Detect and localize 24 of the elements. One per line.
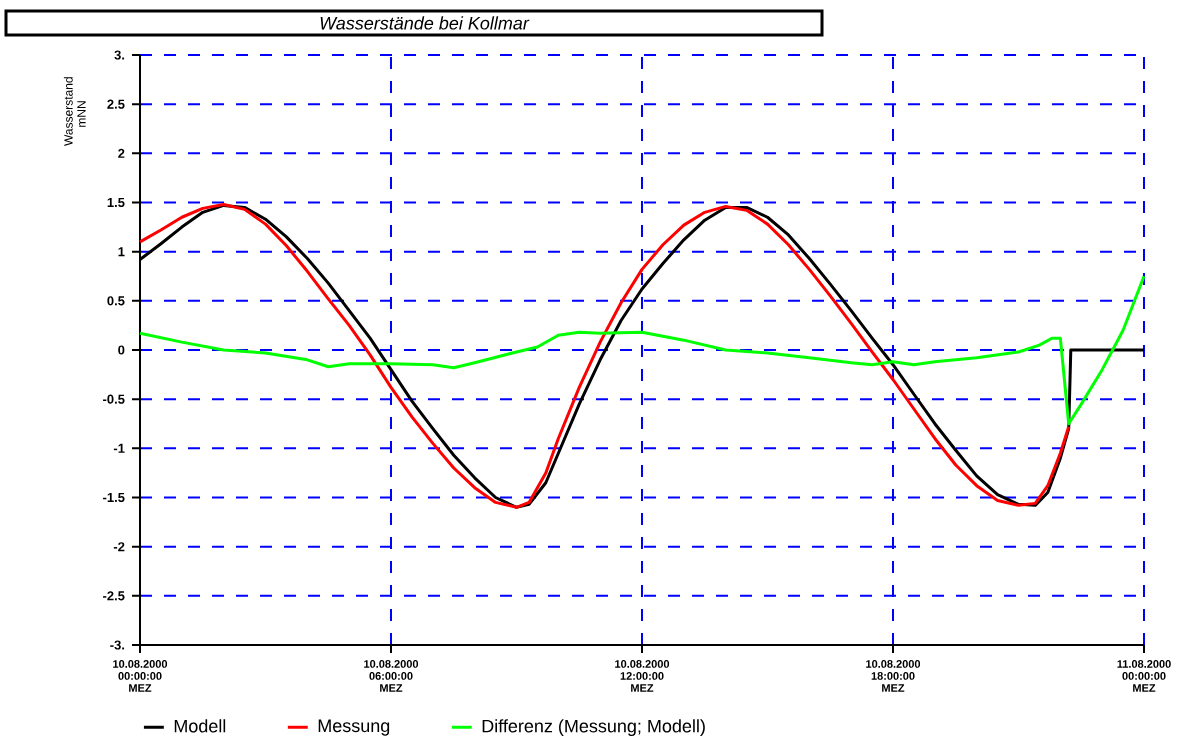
- legend-label: Messung: [318, 719, 390, 736]
- x-tick-label: 10.08.2000 00:00:00 MEZ: [113, 660, 168, 692]
- x-tick-label: 10.08.2000 18:00:00 MEZ: [866, 660, 921, 692]
- y-tick-label: 2: [118, 148, 125, 158]
- chart-title: Wasserstände bei Kollmar: [320, 16, 530, 30]
- y-tick-label: 3.: [114, 50, 125, 60]
- x-tick-label: 11.08.2000 00:00:00 MEZ: [1117, 660, 1171, 692]
- y-tick-label: -0.5: [103, 394, 125, 404]
- y-tick-label: 1.5: [107, 197, 125, 208]
- y-tick-label: 2.5: [107, 99, 125, 109]
- y-tick-label: -2.5: [103, 591, 125, 601]
- x-tick-label: 10.08.2000 12:00:00 MEZ: [615, 660, 670, 692]
- y-tick-label: -1: [113, 443, 125, 453]
- y-tick-label: -3.: [110, 640, 125, 650]
- y-tick-label: 0.5: [107, 296, 125, 306]
- line-series: [138, 274, 1146, 426]
- y-tick-label: -2: [113, 542, 125, 552]
- y-tick-label: 1: [118, 247, 125, 257]
- legend-label: Differenz (Messung; Modell): [482, 719, 705, 737]
- y-tick-label: -1.5: [103, 492, 125, 503]
- y-axis-title: Wasserstand mNN: [63, 77, 86, 146]
- x-tick-label: 10.08.2000 06:00:00 MEZ: [364, 660, 419, 692]
- y-tick-label: 0: [118, 345, 125, 355]
- legend-label: Modell: [174, 719, 226, 733]
